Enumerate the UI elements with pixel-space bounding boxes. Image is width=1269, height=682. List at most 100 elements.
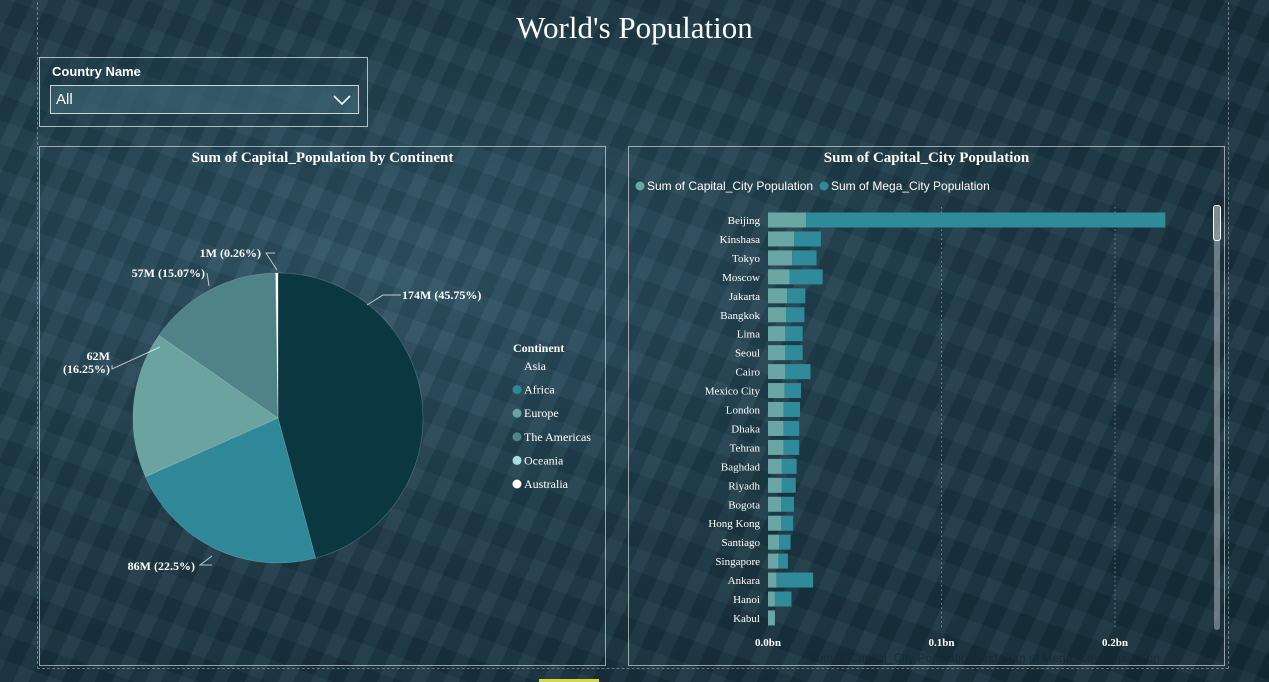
bar-segment[interactable] — [792, 250, 817, 266]
bar-segment[interactable] — [781, 496, 795, 512]
bar-chart-title: Sum of Capital_City Population — [823, 150, 1030, 166]
y-category-label: Bogota — [728, 499, 760, 511]
bar-segment[interactable] — [783, 402, 801, 417]
y-category-label: Baghdad — [721, 461, 761, 473]
bar-segment[interactable] — [785, 326, 803, 342]
bar-segment[interactable] — [789, 269, 823, 285]
bar-segment[interactable] — [774, 591, 792, 607]
bar-segment[interactable] — [785, 345, 803, 361]
y-category-label: Seoul — [735, 348, 760, 360]
bar-segment[interactable] — [768, 288, 788, 304]
x-axis-title: Sum of Capital_City Population and Sum o… — [808, 651, 1160, 665]
bar-segment[interactable] — [768, 307, 787, 323]
bar-chart: Sum of Capital_City Population Sum of Meg… — [635, 179, 1166, 665]
bar-segment[interactable] — [768, 515, 782, 531]
bar-legend-marker — [635, 181, 645, 191]
legend-marker — [512, 479, 522, 489]
legend-marker — [512, 432, 522, 442]
pie-slice-asia[interactable] — [277, 272, 424, 559]
chevron-down-icon — [333, 95, 351, 106]
pie-legend-title: Continent — [513, 341, 564, 355]
legend-item-asia[interactable]: Asia — [524, 359, 547, 373]
bar-segment[interactable] — [768, 572, 777, 588]
legend-item-europe[interactable]: Europe — [524, 406, 559, 420]
pie-data-label: 174M (45.75%) — [402, 288, 481, 302]
bar-segment[interactable] — [783, 439, 800, 455]
bar-segment[interactable] — [768, 477, 782, 493]
legend-item-africa[interactable]: Africa — [524, 383, 555, 397]
bar-segment[interactable] — [781, 458, 797, 474]
pie-data-label: 57M (15.07%) — [132, 266, 205, 280]
x-tick-label: 0.2bn — [1102, 637, 1128, 649]
bar-segment[interactable] — [794, 231, 821, 247]
report-frame — [37, 2, 1229, 669]
y-category-label: Mexico City — [705, 386, 761, 398]
bar-segment[interactable] — [781, 477, 796, 493]
pie-chart-panel: Sum of Capital_Population by Continent 1… — [39, 146, 606, 666]
bar-chart-scrollbar[interactable] — [1213, 205, 1221, 630]
legend-item-the-americas[interactable]: The Americas — [524, 430, 591, 444]
bar-segment[interactable] — [768, 326, 786, 342]
y-category-label: Bangkok — [720, 310, 760, 322]
pie-data-label: 62M (16.25%) — [63, 349, 110, 376]
bar-segment[interactable] — [768, 250, 793, 266]
legend-marker — [512, 455, 522, 465]
y-category-label: Lima — [737, 329, 760, 341]
legend-item-australia[interactable]: Australia — [524, 477, 569, 491]
bar-segment[interactable] — [783, 420, 800, 436]
bar-segment[interactable] — [778, 553, 788, 569]
pie-leader-line — [265, 252, 278, 271]
country-slicer: Country Name All — [39, 57, 368, 127]
pie-leader-line — [111, 346, 161, 370]
pie-slice-europe[interactable] — [132, 334, 279, 478]
pie-chart-title: Sum of Capital_Population by Continent — [191, 150, 454, 166]
scrollbar-thumb[interactable] — [1213, 205, 1221, 241]
bar-segment[interactable] — [768, 553, 779, 569]
y-category-label: Hong Kong — [708, 518, 760, 530]
bar-segment[interactable] — [781, 515, 794, 531]
bar-legend-item[interactable]: Sum of Capital_City Population — [647, 179, 813, 193]
bar-segment[interactable] — [784, 383, 801, 399]
legend-item-oceania[interactable]: Oceania — [524, 453, 564, 467]
page-title: World's Population — [516, 10, 753, 45]
bar-segment[interactable] — [768, 383, 785, 399]
bar-segment[interactable] — [787, 288, 806, 304]
bar-segment[interactable] — [768, 402, 784, 417]
bar-segment[interactable] — [768, 212, 807, 228]
pie-chart: 174M (45.75%) 86M (22.5%) 62M (16.25%) 57M (… — [63, 246, 591, 573]
bar-segment[interactable] — [806, 212, 1166, 228]
y-category-label: Dhaka — [731, 423, 760, 435]
y-category-label: Kabul — [733, 613, 760, 625]
bar-segment[interactable] — [785, 364, 811, 380]
country-dropdown[interactable]: All — [50, 85, 359, 114]
pie-slice-africa[interactable] — [145, 417, 316, 564]
pie-data-label: 1M (0.26%) — [200, 246, 261, 260]
bar-segment[interactable] — [768, 345, 786, 361]
pie-leader-line — [366, 294, 401, 306]
bar-segment[interactable] — [768, 231, 795, 247]
y-category-label: Tokyo — [732, 253, 760, 265]
bar-legend-item[interactable]: Sum of Mega_City Population — [831, 179, 990, 193]
page-tab-indicator — [539, 679, 599, 682]
pie-slice-the-americas[interactable] — [158, 272, 279, 419]
bar-segment[interactable] — [768, 610, 775, 626]
bar-segment[interactable] — [779, 534, 791, 550]
bar-segment[interactable] — [768, 496, 782, 512]
bar-segment[interactable] — [786, 307, 805, 323]
bar-segment[interactable] — [768, 534, 780, 550]
bar-segment[interactable] — [776, 572, 814, 588]
bar-segment[interactable] — [768, 439, 784, 455]
pie-slice-australia[interactable] — [275, 272, 279, 419]
y-category-label: Hanoi — [733, 594, 760, 606]
bar-legend-marker — [819, 181, 829, 191]
y-category-label: Cairo — [736, 367, 761, 379]
y-category-label: Riyadh — [728, 480, 760, 492]
bar-segment[interactable] — [768, 420, 784, 436]
bar-chart-panel: Sum of Capital_City Population Sum of Ca… — [628, 146, 1225, 666]
pie-leader-line — [198, 555, 213, 566]
bar-segment[interactable] — [768, 591, 775, 607]
bar-segment[interactable] — [768, 269, 790, 285]
bar-segment[interactable] — [768, 364, 786, 380]
bar-segment[interactable] — [768, 458, 782, 474]
y-category-label: Kinshasa — [720, 234, 760, 246]
